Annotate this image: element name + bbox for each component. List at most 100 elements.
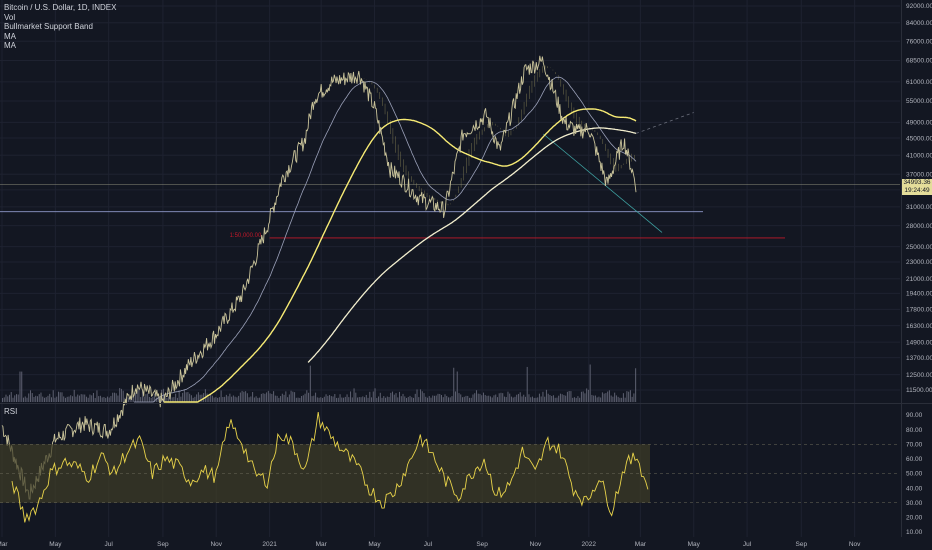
volume-bar: [78, 395, 80, 402]
volume-bar: [232, 395, 234, 402]
volume-bar: [524, 396, 526, 402]
volume-bar: [458, 393, 460, 402]
legend-volume[interactable]: Vol: [4, 12, 16, 22]
time-axis[interactable]: Mar May Jul Sep Nov 2021 Mar May Jul Sep Nov 2022 Ma…: [0, 541, 861, 548]
volume-bar: [631, 396, 633, 402]
time-tick-label: Jul: [424, 541, 433, 548]
volume-bar: [489, 396, 491, 402]
volume-bar: [70, 395, 72, 402]
volume-bar: [540, 396, 542, 402]
rsi-tick-label: 60.00: [906, 456, 923, 463]
volume-bar: [325, 394, 327, 402]
rsi-tick-label: 40.00: [906, 485, 923, 492]
legend-symbol-title[interactable]: Bitcoin / U.S. Dollar, 1D, INDEX: [4, 3, 117, 12]
rsi-axis[interactable]: 90.00 80.00 70.00 60.00 50.00 40.00 30.00 20.00…: [906, 412, 923, 536]
volume-bar: [141, 390, 143, 402]
volume-bar: [374, 388, 376, 402]
volume-bar: [348, 397, 350, 402]
volume-bar: [304, 393, 306, 402]
last-price-tag: 34993.36 19:24:49: [902, 179, 932, 195]
volume-bar: [392, 391, 394, 402]
ma-140-line: [163, 108, 637, 403]
price-tick-label: 92000.00: [906, 3, 932, 10]
volume-bar: [190, 395, 192, 402]
volume-bar: [234, 396, 236, 402]
volume-bar: [608, 390, 610, 402]
volume-bar: [117, 395, 119, 402]
volume-bar: [274, 395, 276, 402]
volume-bar: [364, 397, 366, 402]
volume-bar: [208, 396, 210, 402]
legend-ma-2[interactable]: MA: [4, 41, 16, 50]
volume-bar: [399, 391, 401, 402]
rsi-legend[interactable]: RSI: [4, 407, 18, 416]
volume-bar: [42, 396, 44, 402]
volume-bar: [561, 394, 563, 402]
volume-bar: [498, 393, 500, 402]
volume-bar: [166, 397, 168, 402]
volume-bar: [484, 394, 486, 402]
volume-bar: [49, 393, 51, 402]
volume-bar: [21, 371, 23, 402]
volume-bar: [358, 397, 360, 402]
volume-bar: [122, 390, 124, 402]
volume-bar: [278, 397, 280, 402]
price-tick-label: 28000.00: [906, 223, 932, 230]
volume-bar: [248, 397, 250, 402]
volume-bar: [185, 392, 187, 402]
volume-bar: [336, 397, 338, 402]
volume-bar: [227, 396, 229, 402]
volume-bar: [309, 365, 311, 402]
volume-bar: [131, 395, 133, 402]
volume-bar: [2, 398, 3, 402]
volume-bar: [622, 393, 624, 402]
volume-bar: [593, 395, 595, 402]
volume-bar: [329, 395, 331, 402]
volume-bar: [610, 395, 612, 402]
volume-bar: [378, 396, 380, 402]
price-line: [1, 55, 637, 500]
pane-divider[interactable]: [0, 403, 932, 404]
volume-bar: [369, 391, 371, 402]
volume-bar: [472, 394, 474, 402]
volume-bar: [290, 390, 292, 402]
volume-bar: [434, 395, 436, 402]
volume-bar: [236, 397, 238, 402]
price-tick-label: 68500.00: [906, 58, 932, 65]
volume-bar: [112, 392, 114, 402]
volume-bar: [231, 396, 233, 402]
volume-bar: [192, 397, 194, 402]
volume-bar: [477, 393, 479, 402]
volume-bars: [2, 364, 637, 402]
volume-bar: [537, 397, 539, 402]
level-red-label: 1:50,000.00: [230, 233, 262, 239]
time-tick-label: 2022: [582, 541, 597, 548]
volume-bar: [612, 396, 614, 402]
volume-bar: [147, 393, 149, 402]
volume-bar: [635, 368, 637, 402]
volume-bar: [152, 396, 154, 402]
volume-bar: [138, 389, 140, 402]
time-tick-label: Sep: [157, 541, 169, 548]
volume-bar: [10, 392, 12, 402]
volume-bar: [468, 397, 470, 402]
volume-bar: [194, 396, 196, 402]
price-axis[interactable]: 92000.00 84000.00 76000.00 68500.00 61000.00…: [906, 3, 932, 394]
legend-ma-1[interactable]: MA: [4, 31, 16, 41]
legend-support-band[interactable]: Bullmarket Support Band: [4, 22, 93, 31]
volume-bar: [294, 392, 296, 402]
volume-bar: [238, 395, 240, 402]
volume-bar: [101, 397, 103, 402]
volume-bar: [580, 391, 582, 402]
time-tick-label: May: [368, 541, 381, 548]
volume-bar: [259, 397, 261, 402]
time-tick-label: Nov: [849, 541, 861, 548]
rsi-tick-label: 70.00: [906, 441, 923, 448]
volume-bar: [257, 397, 259, 402]
volume-bar: [197, 392, 199, 402]
volume-bar: [420, 389, 422, 402]
volume-bar: [143, 396, 145, 402]
volume-bar: [327, 395, 329, 402]
price-tick-label: 11500.00: [906, 387, 932, 394]
